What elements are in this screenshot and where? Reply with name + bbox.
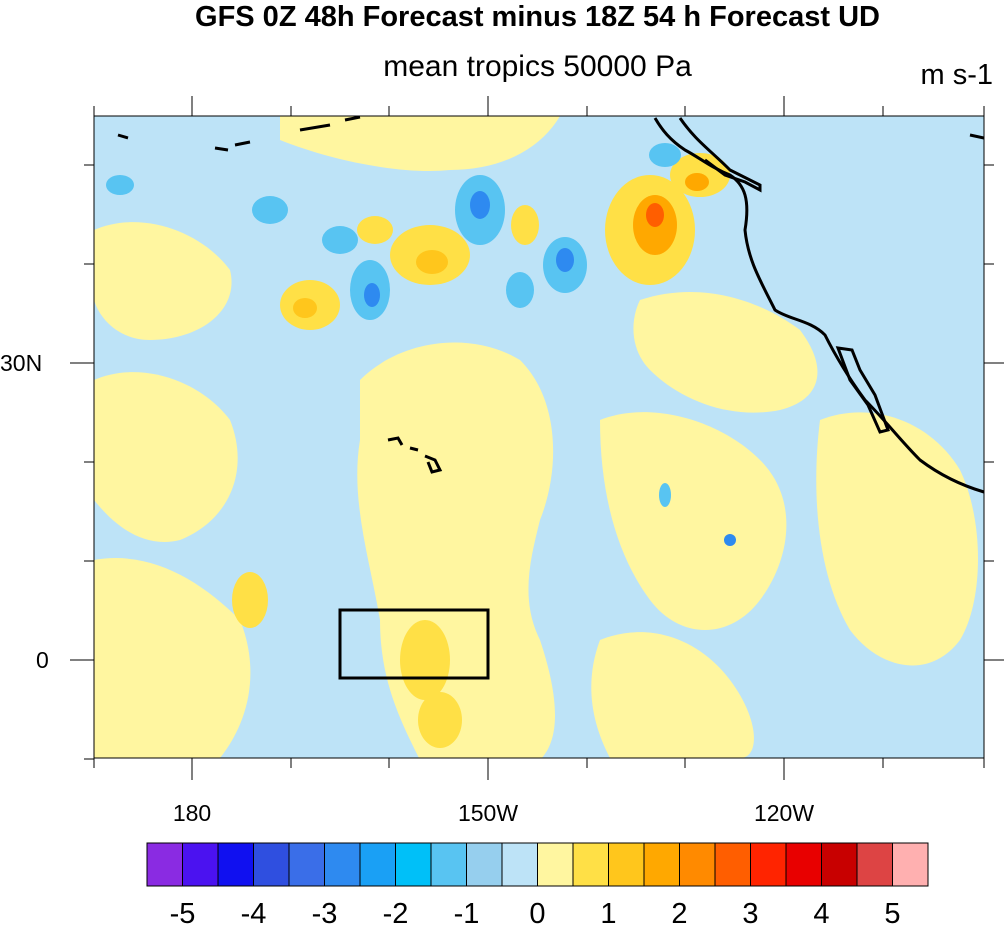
- lon-ticks: [93, 96, 985, 780]
- colorbar-swatch: [856, 842, 893, 887]
- colorbar-swatch: [821, 842, 858, 887]
- colorbar-tick-label: 1: [600, 898, 617, 930]
- strong-negative-patch: [470, 191, 490, 219]
- strong-positive-patch: [646, 203, 664, 227]
- lat-ticks: [70, 164, 1004, 760]
- colorbar-swatch: [608, 842, 645, 887]
- lon-label-180: 180: [172, 800, 212, 826]
- negative-patch: [106, 175, 134, 195]
- colorbar-tick-label: -1: [453, 898, 480, 930]
- strong-negative-patch: [556, 248, 574, 272]
- colorbar-swatch: [324, 842, 361, 887]
- colorbar: [146, 842, 929, 887]
- colorbar-swatch: [288, 842, 325, 887]
- colorbar-swatch: [750, 842, 787, 887]
- colorbar-swatch: [466, 842, 503, 887]
- strong-positive-patch: [293, 298, 317, 318]
- colorbar-tick-label: 0: [529, 898, 546, 930]
- positive-region: [280, 116, 560, 171]
- colorbar-swatch: [537, 842, 574, 887]
- positive-region: [94, 372, 238, 542]
- colorbar-swatch: [395, 842, 432, 887]
- colorbar-swatch: [572, 842, 609, 887]
- strong-positive-patch: [685, 173, 709, 191]
- colorbar-tick-label: 5: [884, 898, 901, 930]
- map-subtitle: mean tropics 50000 Pa: [383, 50, 692, 83]
- positive-patch: [418, 692, 462, 748]
- colorbar-swatch: [785, 842, 822, 887]
- colorbar-swatch: [679, 842, 716, 887]
- positive-patch: [511, 205, 539, 245]
- colorbar-swatch: [714, 842, 751, 887]
- lon-label-150w: 150W: [457, 800, 519, 826]
- colorbar-tick-label: -2: [382, 898, 409, 930]
- colorbar-tick-label: 3: [742, 898, 759, 930]
- strong-positive-patch: [416, 250, 448, 274]
- negative-patch: [252, 196, 288, 224]
- negative-patch: [322, 226, 358, 254]
- coastline: [117, 116, 984, 494]
- strong-negative-patch: [364, 283, 380, 307]
- region-highlight-box: [338, 608, 490, 680]
- colorbar-tick-label: 2: [671, 898, 688, 930]
- colorbar-swatch: [643, 842, 680, 887]
- positive-region: [94, 558, 251, 758]
- colorbar-swatch: [217, 842, 254, 887]
- negative-patch: [506, 272, 534, 308]
- colorbar-swatch: [359, 842, 396, 887]
- map-frame: [93, 115, 985, 759]
- lon-label-120w: 120W: [753, 800, 815, 826]
- colorbar-swatch: [146, 842, 183, 887]
- map-title: GFS 0Z 48h Forecast minus 18Z 54 h Forec…: [195, 1, 880, 33]
- positive-region: [816, 412, 978, 666]
- negative-patch: [649, 143, 681, 167]
- positive-patch: [232, 572, 268, 628]
- lat-label-30n: 30N: [0, 350, 43, 376]
- positive-region: [633, 291, 818, 413]
- units-label: m s-1: [920, 59, 994, 91]
- strong-negative-patch: [724, 534, 736, 546]
- colorbar-swatch: [501, 842, 538, 887]
- colorbar-tick-label: -3: [311, 898, 338, 930]
- colorbar-swatch: [253, 842, 290, 887]
- colorbar-swatch: [892, 842, 929, 887]
- colorbar-tick-label: -4: [240, 898, 267, 930]
- colorbar-swatch: [430, 842, 467, 887]
- negative-patch: [659, 483, 671, 507]
- positive-region: [94, 222, 232, 340]
- positive-patch: [400, 620, 450, 700]
- positive-region: [591, 632, 754, 758]
- positive-region: [600, 412, 787, 630]
- colorbar-swatch: [182, 842, 219, 887]
- colorbar-tick-label: -5: [169, 898, 196, 930]
- lat-label-0: 0: [36, 647, 49, 673]
- colorbar-tick-label: 4: [813, 898, 830, 930]
- positive-patch: [357, 216, 393, 244]
- field-contours: [94, 116, 978, 758]
